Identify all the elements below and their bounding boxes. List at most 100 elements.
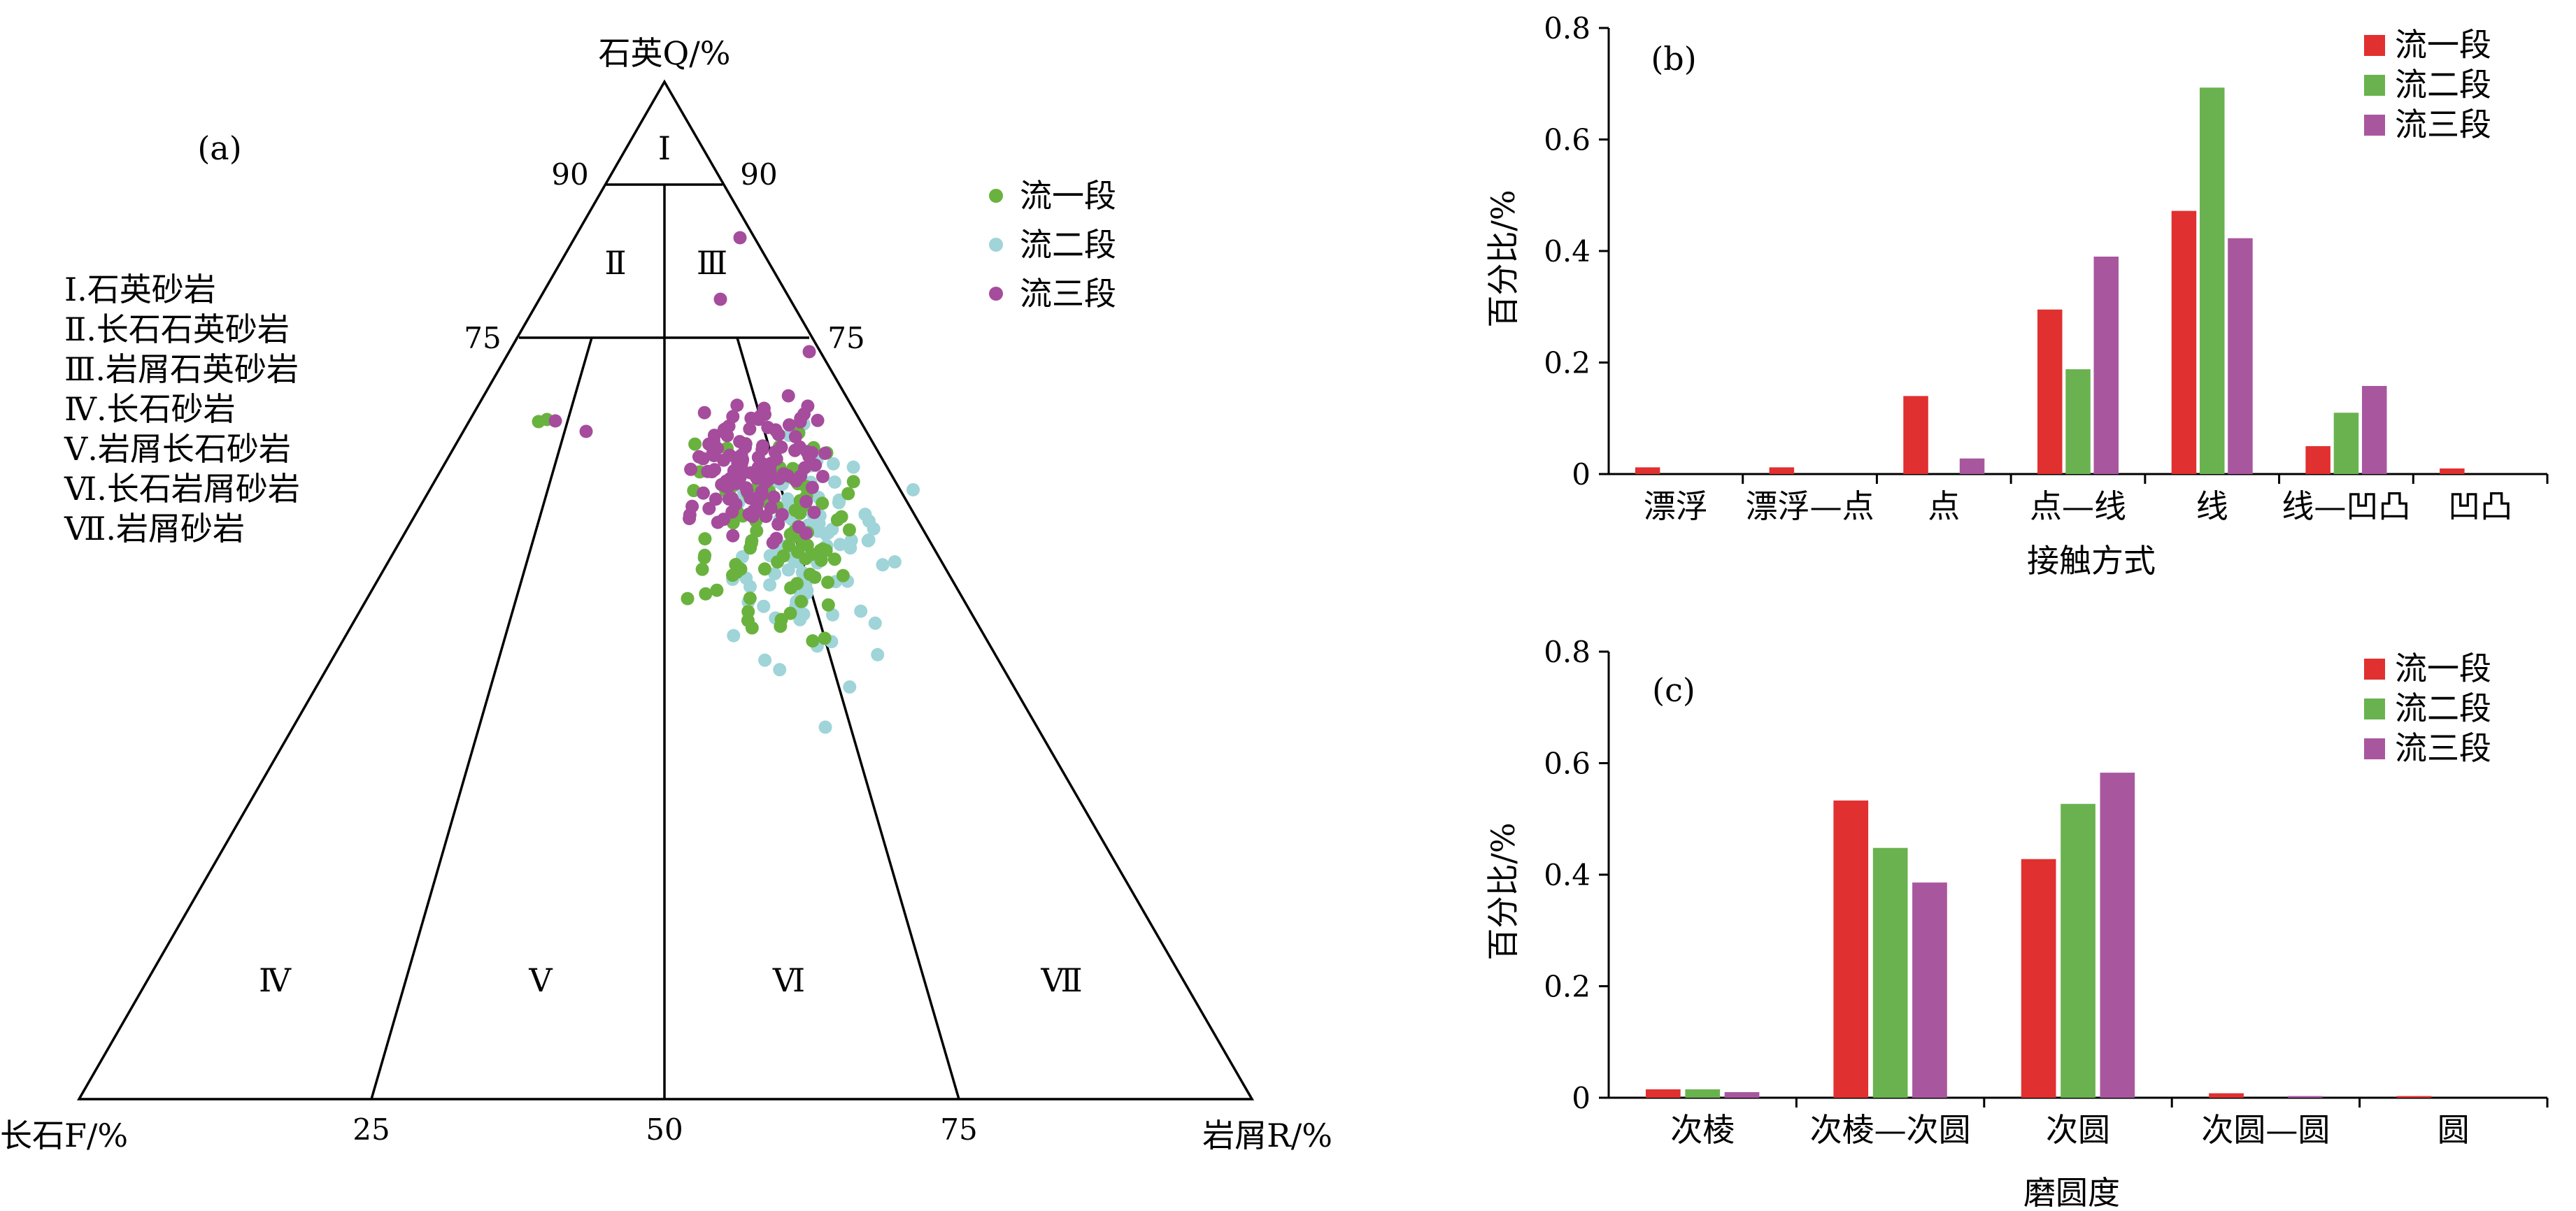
x-tick-label: 次棱—次圆: [1810, 1111, 1971, 1149]
point-s1: [816, 496, 830, 510]
point-s3: [818, 446, 832, 460]
point-s3: [697, 486, 710, 500]
line-fr25: [370, 337, 593, 1100]
point-s3: [731, 451, 745, 465]
bar: [2061, 803, 2095, 1098]
point-s3: [774, 440, 788, 454]
contact-type-bar-chart: (b) 百分比/% 接触方式 0 0.2 0.4 0.6 0.8 漂浮 漂浮—点 点 点—线 线 线…: [1484, 11, 2549, 580]
point-s3: [708, 463, 722, 477]
class-legend-item: Ⅰ.石英砂岩: [64, 271, 216, 308]
legend-swatch: [2364, 698, 2385, 719]
point-s1: [846, 475, 860, 489]
point-s3: [788, 430, 802, 444]
bar: [2065, 369, 2091, 474]
y-tick-label: 0.2: [1544, 970, 1591, 1004]
point-s3: [805, 480, 819, 494]
point-s1: [784, 581, 798, 595]
point-s3: [789, 474, 803, 488]
point-s3: [811, 413, 825, 427]
apex-lithic-label: 岩屑R/%: [1202, 1117, 1332, 1154]
legend-swatch: [2364, 75, 2385, 96]
bar: [2228, 238, 2253, 474]
point-s3: [805, 445, 819, 459]
panel-a-label: (a): [197, 129, 241, 167]
class-legend-item: Ⅴ.岩屑长石砂岩: [64, 430, 291, 468]
tick-q90-right: 90: [740, 157, 777, 192]
point-s1: [799, 552, 813, 566]
legend-label: 流三段: [2395, 729, 2491, 767]
point-s3: [709, 492, 723, 506]
x-tick-label: 线: [2196, 487, 2228, 525]
class-legend-item: Ⅲ.岩屑石英砂岩: [64, 350, 299, 388]
y-tick-label: 0.4: [1544, 858, 1591, 892]
point-s2: [854, 604, 868, 618]
point-s3: [684, 462, 698, 476]
point-s3: [739, 481, 753, 495]
region-V: Ⅴ: [528, 961, 553, 999]
point-s1: [834, 510, 848, 524]
bar: [2021, 859, 2056, 1098]
point-s3: [733, 231, 747, 245]
point-s1: [750, 524, 764, 538]
point-s3: [759, 510, 773, 523]
point-s3: [802, 345, 816, 359]
y-axis-label-b: 百分比/%: [1484, 189, 1522, 327]
point-s3: [696, 452, 710, 466]
apex-feldspar-label: 长石F/%: [0, 1117, 128, 1154]
y-tick-label: 0: [1572, 457, 1591, 492]
bar: [2396, 1096, 2432, 1098]
legend-label-s1: 流一段: [1020, 177, 1116, 215]
bar: [1912, 882, 1947, 1098]
point-s2: [888, 555, 902, 569]
point-s2: [846, 460, 860, 474]
point-s2: [906, 483, 920, 496]
bar: [1769, 467, 1795, 474]
point-s3: [769, 423, 783, 437]
x-tick-label: 次棱: [1670, 1111, 1735, 1149]
point-s3: [725, 492, 739, 506]
point-s3: [713, 292, 727, 306]
point-s1: [842, 523, 856, 537]
point-s2: [868, 616, 882, 630]
point-s1: [818, 631, 832, 645]
x-axis-label-b: 接触方式: [2027, 542, 2156, 580]
bar: [2209, 1093, 2244, 1098]
point-s3: [792, 520, 806, 534]
point-s3: [726, 410, 740, 424]
point-s2: [743, 580, 757, 594]
region-I: Ⅰ: [658, 129, 671, 167]
point-s3: [548, 414, 562, 428]
legend-label-s3: 流三段: [1020, 275, 1116, 313]
point-s3: [717, 513, 731, 526]
bar: [1635, 467, 1660, 474]
point-s1: [757, 562, 771, 576]
bar: [1833, 800, 1869, 1098]
point-s3: [702, 501, 716, 515]
tick-q75-left: 75: [464, 321, 501, 355]
class-legend-item: Ⅳ.长石砂岩: [64, 390, 236, 428]
point-s2: [781, 563, 795, 577]
point-s3: [782, 418, 796, 432]
point-s2: [773, 663, 787, 677]
point-s3: [801, 399, 815, 413]
class-legend-item: Ⅱ.长石石英砂岩: [64, 310, 290, 348]
point-s2: [833, 538, 847, 552]
x-tick-label: 漂浮—点: [1746, 487, 1874, 525]
region-II: Ⅱ: [604, 244, 626, 282]
point-s3: [685, 499, 699, 513]
point-s1: [836, 568, 850, 582]
legend-label: 流一段: [2395, 26, 2491, 64]
point-s1: [771, 555, 785, 569]
legend-swatch: [2364, 659, 2385, 680]
point-s2: [871, 647, 885, 661]
bar: [2287, 1096, 2323, 1098]
legend-swatch: [2364, 115, 2385, 136]
point-s1: [841, 487, 855, 501]
bar: [1903, 396, 1928, 474]
x-tick-label: 漂浮: [1644, 487, 1708, 525]
panel-b-label: (b): [1651, 40, 1696, 78]
point-s2: [758, 653, 772, 667]
point-s2: [858, 508, 872, 522]
point-s3: [720, 429, 734, 443]
tick-base-50: 50: [646, 1112, 683, 1147]
